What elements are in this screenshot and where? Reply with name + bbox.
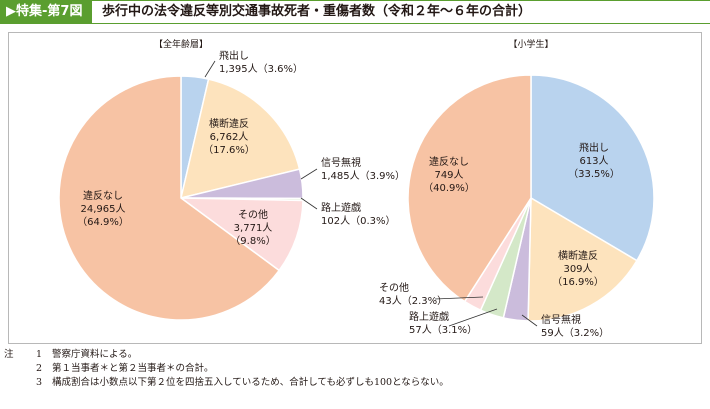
slice-label-percent: （9.8%） (230, 235, 275, 247)
slice-label-value: 6,762人 (210, 131, 249, 143)
slice-label-value: 1,485人（3.9%） (321, 170, 405, 182)
pie-slice (530, 74, 655, 262)
figure-tag: ▶特集-第7図 (0, 0, 92, 24)
slice-label-name: 横断違反 (558, 249, 598, 262)
slice-label-percent: （16.9%） (552, 276, 604, 288)
note-row-3: 3 構成割合は小数点以下第２位を四捨五入しているため、合計しても必ずしも100と… (4, 376, 704, 390)
pie-slice (58, 75, 281, 321)
slice-label-percent: （33.5%） (568, 168, 620, 180)
note-row-2: 2 第１当事者＊と第２当事者＊の合計。 (4, 362, 704, 376)
slice-label-name: 横断違反 (209, 117, 249, 130)
note-row-1: 注 1 警察庁資料による。 (4, 348, 704, 362)
slice-label-value: 24,965人 (81, 203, 126, 215)
note-number: 2 (35, 363, 42, 374)
slice-label-name: その他 (238, 208, 268, 221)
leader-line (300, 168, 318, 180)
slice-label-name: 飛出し (219, 49, 249, 62)
slice-label-name: 信号無視 (541, 313, 581, 326)
note-text: 警察庁資料による。 (52, 349, 138, 360)
slice-label-percent: （40.9%） (423, 182, 475, 194)
slice-label-value: 749人 (434, 169, 463, 181)
leader-line (300, 197, 318, 210)
slice-label-name: 信号無視 (321, 156, 361, 169)
slice-label-name: 違反なし (83, 189, 123, 202)
chart-panel: 【全年齢層】 飛出し 1,395人（3.6%） 横断違反 6,762人 （17.6%） 信号… (8, 32, 702, 344)
figure-header: ▶特集-第7図 歩行中の法令違反等別交通事故死者・重傷者数（令和２年～６年の合計… (0, 0, 710, 30)
slice-label-percent: （64.9%） (77, 216, 129, 228)
leader-line (434, 296, 484, 300)
slice-label-value: 43人（2.3%） (379, 295, 447, 307)
slice-label-name: 路上遊戯 (409, 310, 449, 323)
leader-line (521, 314, 538, 327)
pie-slice (527, 196, 638, 322)
slice-label-value: 309人 (563, 263, 592, 275)
note-head-spacer (4, 362, 24, 376)
pie-slice (178, 197, 304, 272)
pie-slice (407, 74, 532, 303)
slice-label-value: 1,395人（3.6%） (219, 63, 303, 75)
note-text: 構成割合は小数点以下第２位を四捨五入しているため、合計しても必ずしも100となら… (52, 377, 449, 388)
slice-label-name: 飛出し (579, 141, 609, 154)
slice-label-value: 57人（3.1%） (409, 324, 477, 336)
figure-title: 歩行中の法令違反等別交通事故死者・重傷者数（令和２年～６年の合計） (92, 0, 710, 24)
pie-title: 【全年齢層】 (154, 38, 208, 50)
leader-line (204, 60, 216, 78)
slice-label-name: 路上遊戯 (321, 201, 361, 214)
slice-label-name: 違反なし (429, 155, 469, 168)
slice-label-percent: （17.6%） (203, 144, 255, 156)
slice-label-value: 59人（3.2%） (541, 327, 609, 339)
note-text: 第１当事者＊と第２当事者＊の合計。 (52, 363, 214, 374)
slice-label-name: その他 (379, 281, 409, 294)
slice-label-value: 3,771人 (234, 222, 273, 234)
note-number: 3 (35, 377, 42, 388)
slice-label-value: 613人 (579, 155, 608, 167)
note-number: 1 (35, 349, 42, 360)
note-head: 注 (4, 349, 14, 360)
notes: 注 1 警察庁資料による。 2 第１当事者＊と第２当事者＊の合計。 3 構成割合… (4, 348, 704, 390)
slice-label-value: 102人（0.3%） (321, 215, 396, 227)
leader-line (448, 308, 498, 327)
note-head-spacer (4, 376, 24, 390)
pie-title: 【小学生】 (508, 38, 553, 50)
pie-slice (179, 78, 301, 200)
pie-charts-svg: 【全年齢層】飛出し1,395人（3.6%）横断違反6,762人（17.6%）信号… (58, 38, 655, 339)
